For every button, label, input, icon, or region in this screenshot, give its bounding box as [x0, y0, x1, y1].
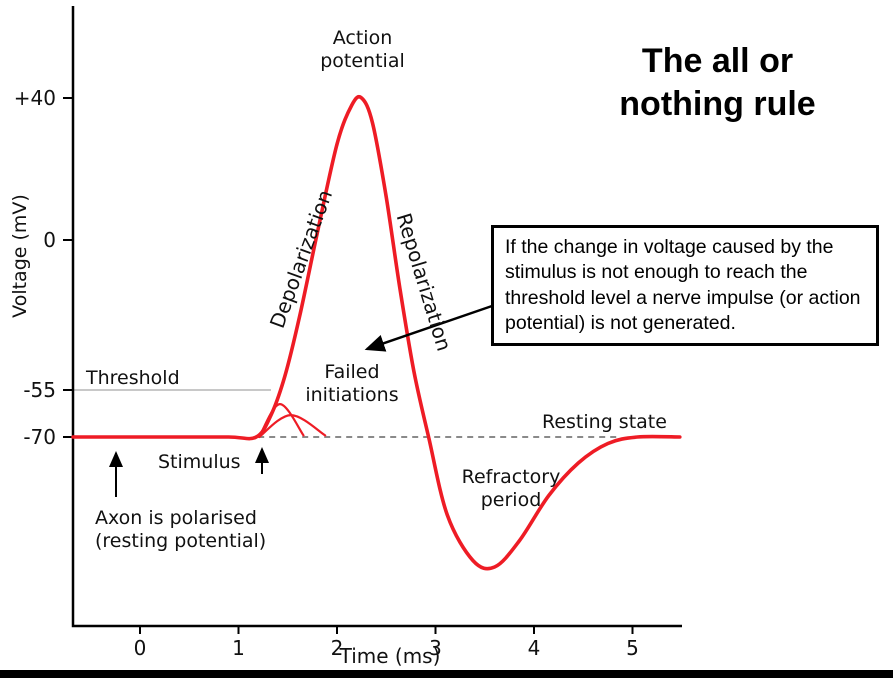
threshold-label: Threshold — [86, 367, 180, 389]
curves — [71, 94, 682, 571]
y-tick-label: -70 — [23, 425, 56, 449]
y-tick-label: +40 — [14, 86, 56, 110]
axis-ticks: +40 0 -55 -70 0 1 2 3 4 5 — [14, 86, 639, 660]
failed-initiations-label: Failed initiations — [305, 361, 399, 407]
x-tick-label: 5 — [626, 636, 639, 660]
x-tick-label: 1 — [232, 636, 245, 660]
x-axis-title: Time (ms) — [339, 644, 441, 668]
y-tick-label: -55 — [23, 378, 56, 402]
infobox: If the change in voltage caused by the s… — [491, 225, 879, 347]
x-tick-label: 3 — [429, 636, 442, 660]
refractory-period-label: Refractory period — [461, 466, 561, 512]
x-tick-label: 0 — [134, 636, 147, 660]
infobox-arrow — [364, 304, 493, 352]
axes — [71, 6, 682, 628]
x-tick-label: 2 — [331, 636, 344, 660]
axon-polarised-label: Axon is polarised (resting potential) — [95, 507, 267, 553]
bottom-border-bar — [0, 670, 893, 678]
action-potential-label: Action potential — [320, 27, 405, 73]
y-axis-title: Voltage (mV) — [9, 194, 31, 318]
y-tick-label: 0 — [43, 228, 56, 252]
arrows — [109, 304, 493, 497]
failed-initiation-2-curve — [258, 413, 327, 439]
reference-lines — [73, 389, 618, 438]
failed-initiation-1-curve — [258, 402, 305, 439]
x-tick-label: 4 — [528, 636, 541, 660]
resting-state-label: Resting state — [542, 411, 667, 433]
stimulus-label: Stimulus — [158, 451, 241, 473]
page-title: The all or nothing rule — [619, 42, 816, 123]
